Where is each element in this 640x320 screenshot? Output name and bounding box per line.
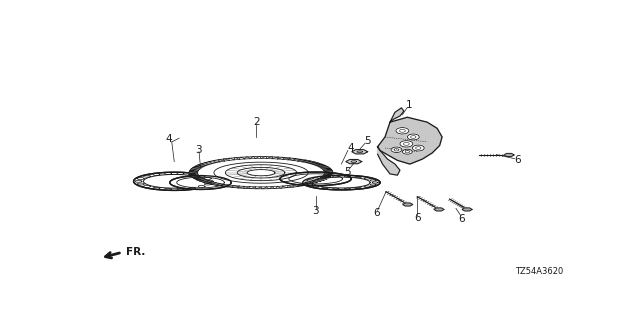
Circle shape [400,141,413,147]
Text: 2: 2 [253,117,259,127]
Polygon shape [504,154,514,156]
Polygon shape [346,159,362,164]
Ellipse shape [189,156,333,189]
Polygon shape [390,108,404,122]
Ellipse shape [303,175,380,190]
Text: 3: 3 [312,206,319,216]
Text: 6: 6 [414,212,420,222]
Polygon shape [434,208,444,211]
Text: 4: 4 [347,143,354,153]
Text: FR.: FR. [125,246,145,257]
Text: 5: 5 [364,136,371,146]
Ellipse shape [170,176,231,189]
Circle shape [408,134,419,140]
Polygon shape [378,147,400,175]
Polygon shape [378,117,442,164]
Text: 5: 5 [344,167,351,177]
Text: 4: 4 [165,134,172,144]
Circle shape [412,145,424,151]
Text: 6: 6 [514,155,521,164]
Text: 6: 6 [459,214,465,224]
Text: 3: 3 [195,145,202,155]
Circle shape [396,128,409,134]
Text: TZ54A3620: TZ54A3620 [515,268,564,276]
Circle shape [391,147,402,153]
Text: 6: 6 [373,208,380,218]
Polygon shape [462,208,472,211]
Ellipse shape [280,172,351,186]
Text: 1: 1 [406,100,412,110]
Polygon shape [403,203,413,206]
Polygon shape [352,150,367,154]
Circle shape [403,149,412,154]
Ellipse shape [134,172,215,190]
